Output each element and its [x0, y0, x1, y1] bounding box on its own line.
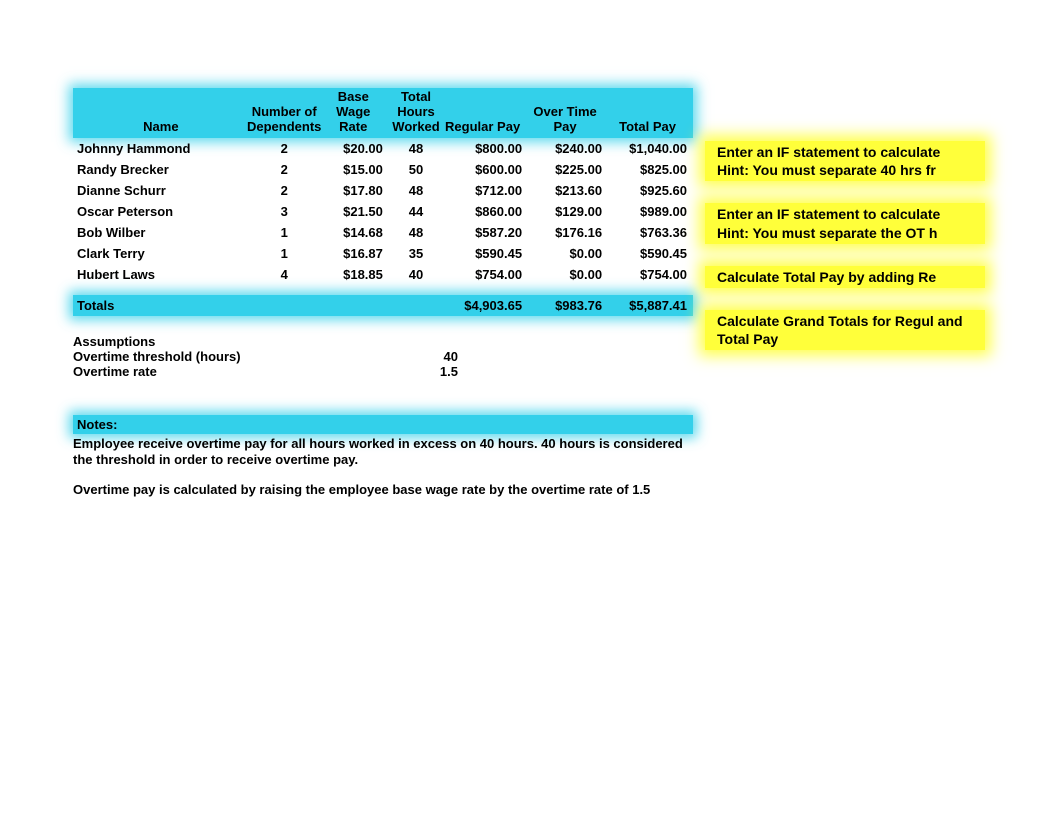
cell-regular: $587.20	[443, 225, 528, 240]
cell-dependents: 3	[245, 204, 324, 219]
table-row: Randy Brecker2$15.0050$600.00$225.00$825…	[73, 159, 693, 180]
cell-dependents: 2	[245, 141, 324, 156]
cell-hours: 48	[389, 183, 443, 198]
cell-name: Hubert Laws	[73, 267, 245, 282]
hint-4: Calculate Grand Totals for Regul and Tot…	[717, 312, 981, 348]
cell-hours: 48	[389, 225, 443, 240]
cell-wage: $14.68	[324, 225, 389, 240]
cell-name: Clark Terry	[73, 246, 245, 261]
hint-1b: Hint: You must separate 40 hrs fr	[717, 161, 981, 179]
cell-total: $590.45	[608, 246, 693, 261]
assumptions-title: Assumptions	[73, 334, 693, 349]
header-overtime: Over Time Pay	[528, 105, 608, 135]
cell-wage: $21.50	[324, 204, 389, 219]
cell-total: $1,040.00	[608, 141, 693, 156]
header-dependents: Number of Dependents	[245, 105, 324, 135]
cell-name: Randy Brecker	[73, 162, 245, 177]
cell-overtime: $213.60	[528, 183, 608, 198]
totals-regular: $4,903.65	[443, 298, 528, 313]
table-row: Dianne Schurr2$17.8048$712.00$213.60$925…	[73, 180, 693, 201]
cell-name: Bob Wilber	[73, 225, 245, 240]
header-regular: Regular Pay	[443, 120, 528, 135]
instruction-hints: Enter an IF statement to calculate Hint:…	[705, 141, 985, 372]
hint-grand-totals: Calculate Grand Totals for Regul and Tot…	[705, 310, 985, 350]
cell-regular: $754.00	[443, 267, 528, 282]
cell-overtime: $0.00	[528, 267, 608, 282]
totals-total: $5,887.41	[608, 298, 693, 313]
assumptions-section: Assumptions Overtime threshold (hours) 4…	[73, 334, 693, 379]
cell-wage: $18.85	[324, 267, 389, 282]
cell-dependents: 4	[245, 267, 324, 282]
cell-regular: $590.45	[443, 246, 528, 261]
hint-overtime-pay: Enter an IF statement to calculate Hint:…	[705, 203, 985, 243]
hint-2a: Enter an IF statement to calculate	[717, 205, 981, 223]
header-total: Total Pay	[608, 120, 693, 135]
table-row: Hubert Laws4$18.8540$754.00$0.00$754.00	[73, 264, 693, 285]
header-name: Name	[73, 120, 245, 135]
cell-wage: $17.80	[324, 183, 389, 198]
notes-line2: Overtime pay is calculated by raising th…	[73, 482, 693, 498]
cell-total: $825.00	[608, 162, 693, 177]
cell-dependents: 1	[245, 225, 324, 240]
cell-total: $989.00	[608, 204, 693, 219]
cell-hours: 40	[389, 267, 443, 282]
notes-line1: Employee receive overtime pay for all ho…	[73, 436, 693, 469]
hint-2b: Hint: You must separate the OT h	[717, 224, 981, 242]
threshold-value: 40	[373, 349, 458, 364]
notes-title: Notes:	[73, 415, 693, 434]
cell-overtime: $0.00	[528, 246, 608, 261]
totals-overtime: $983.76	[528, 298, 608, 313]
table-row: Johnny Hammond2$20.0048$800.00$240.00$1,…	[73, 138, 693, 159]
hint-3: Calculate Total Pay by adding Re	[717, 268, 981, 286]
cell-name: Johnny Hammond	[73, 141, 245, 156]
cell-wage: $16.87	[324, 246, 389, 261]
cell-wage: $15.00	[324, 162, 389, 177]
cell-dependents: 2	[245, 183, 324, 198]
cell-dependents: 2	[245, 162, 324, 177]
cell-overtime: $240.00	[528, 141, 608, 156]
cell-hours: 50	[389, 162, 443, 177]
header-wage: Base Wage Rate	[324, 90, 389, 135]
rate-label: Overtime rate	[73, 364, 373, 379]
totals-row: Totals $4,903.65 $983.76 $5,887.41	[73, 295, 693, 316]
cell-name: Dianne Schurr	[73, 183, 245, 198]
cell-regular: $800.00	[443, 141, 528, 156]
cell-wage: $20.00	[324, 141, 389, 156]
header-hours: Total Hours Worked	[389, 90, 443, 135]
rate-value: 1.5	[373, 364, 458, 379]
cell-overtime: $176.16	[528, 225, 608, 240]
cell-hours: 48	[389, 141, 443, 156]
cell-hours: 44	[389, 204, 443, 219]
cell-regular: $860.00	[443, 204, 528, 219]
cell-total: $763.36	[608, 225, 693, 240]
hint-total-pay: Calculate Total Pay by adding Re	[705, 266, 985, 288]
cell-overtime: $129.00	[528, 204, 608, 219]
table-row: Bob Wilber1$14.6848$587.20$176.16$763.36	[73, 222, 693, 243]
table-row: Oscar Peterson3$21.5044$860.00$129.00$98…	[73, 201, 693, 222]
cell-hours: 35	[389, 246, 443, 261]
cell-total: $925.60	[608, 183, 693, 198]
table-row: Clark Terry1$16.8735$590.45$0.00$590.45	[73, 243, 693, 264]
threshold-label: Overtime threshold (hours)	[73, 349, 373, 364]
cell-dependents: 1	[245, 246, 324, 261]
payroll-table: Name Number of Dependents Base Wage Rate…	[73, 88, 693, 499]
cell-name: Oscar Peterson	[73, 204, 245, 219]
cell-regular: $600.00	[443, 162, 528, 177]
cell-total: $754.00	[608, 267, 693, 282]
table-header-row: Name Number of Dependents Base Wage Rate…	[73, 88, 693, 138]
hint-regular-pay: Enter an IF statement to calculate Hint:…	[705, 141, 985, 181]
cell-regular: $712.00	[443, 183, 528, 198]
totals-label: Totals	[73, 298, 245, 313]
cell-overtime: $225.00	[528, 162, 608, 177]
hint-1a: Enter an IF statement to calculate	[717, 143, 981, 161]
